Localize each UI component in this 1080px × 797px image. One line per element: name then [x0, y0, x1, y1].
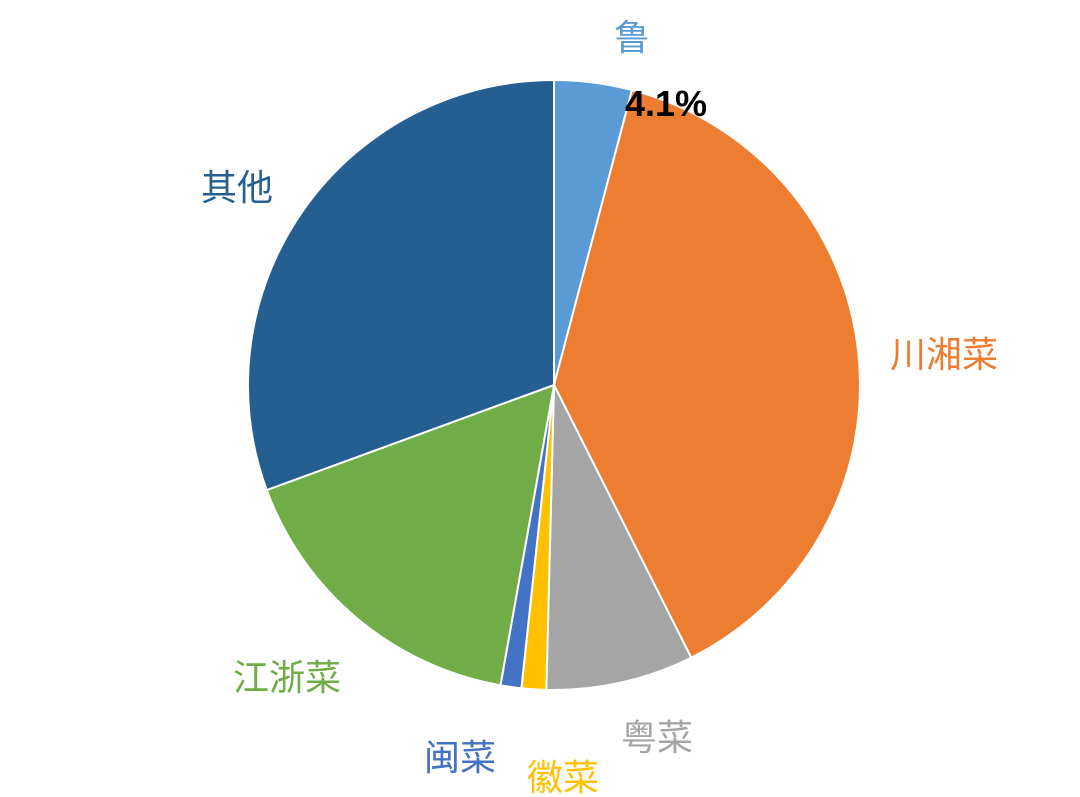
slice-label: 其他: [201, 168, 273, 209]
slice-label: 江浙菜: [233, 658, 341, 699]
slice-value-label: 4.1%: [625, 83, 707, 124]
pie-slice: [247, 79, 555, 492]
pie-slice: [265, 384, 555, 687]
pie-slice: [545, 384, 693, 691]
slice-label: 鲁: [614, 18, 650, 59]
pie-slices: [247, 79, 861, 691]
slice-label: 闽菜: [424, 738, 496, 779]
slice-label: 粤菜: [621, 718, 693, 759]
slice-label: 川湘菜: [890, 335, 998, 376]
slice-label: 徽菜: [527, 758, 599, 797]
pie-slice: [553, 89, 861, 659]
